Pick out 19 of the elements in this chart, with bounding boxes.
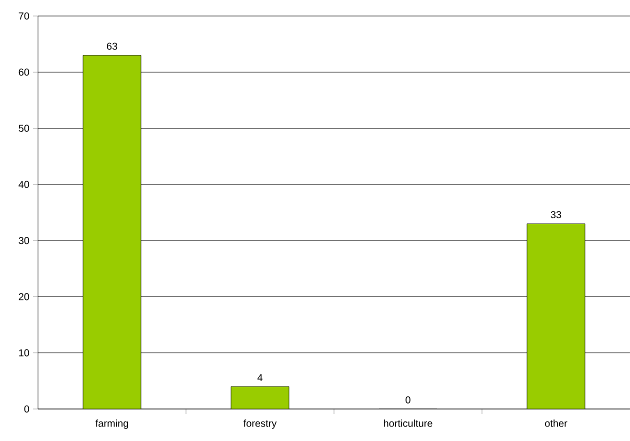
x-tick-label: forestry [243, 420, 277, 429]
bar [230, 386, 290, 409]
y-tick-label: 60 [18, 68, 30, 76]
x-tick-label: other [545, 420, 568, 427]
bar [82, 55, 142, 409]
y-tick-label: 0 [24, 405, 30, 413]
x-tick-label: farming [95, 420, 128, 429]
data-label: 63 [106, 42, 118, 50]
x-tick-label: horticulture [384, 420, 432, 427]
data-label: 0 [406, 396, 410, 404]
bar [526, 224, 586, 409]
y-tick-label: 30 [18, 237, 30, 244]
y-tick-label: 40 [18, 180, 30, 188]
y-tick-label: 20 [18, 293, 30, 300]
y-tick-label: 70 [18, 12, 30, 20]
data-label: 4 [257, 374, 262, 381]
y-tick-label: 10 [19, 349, 30, 356]
y-tick-label: 50 [18, 124, 30, 132]
data-label: 33 [550, 211, 562, 218]
